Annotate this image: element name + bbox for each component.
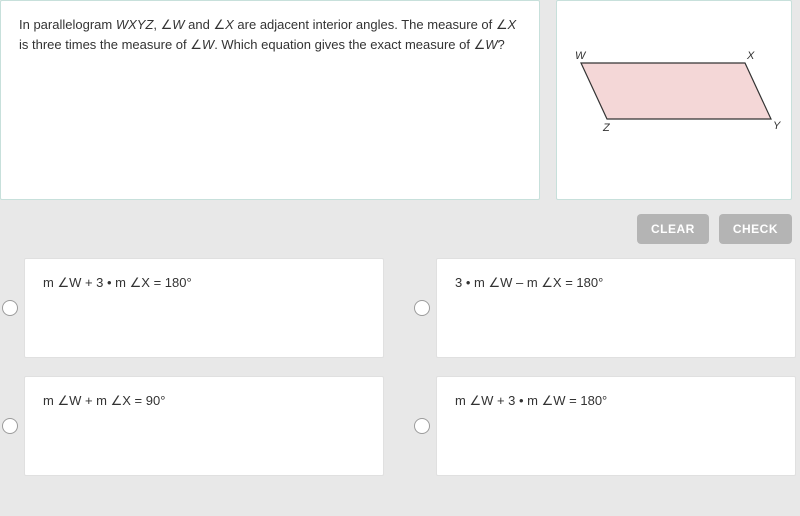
q-text: are adjacent interior angles. The measur… <box>234 17 508 32</box>
buttons-row: CLEAR CHECK <box>0 200 800 258</box>
q-angle-x2: X <box>508 17 517 32</box>
question-panel: In parallelogram WXYZ, ∠W and ∠X are adj… <box>0 0 540 200</box>
answer-row-c: m ∠W + m ∠X = 90° <box>0 376 384 476</box>
q-angle-w2: W <box>202 37 214 52</box>
q-angle-w3: W <box>485 37 497 52</box>
answer-card-c[interactable]: m ∠W + m ∠X = 90° <box>24 376 384 476</box>
q-text: , ∠ <box>153 17 172 32</box>
answer-text-d: m ∠W + 3 • m ∠W = 180° <box>455 393 607 408</box>
figure-panel: W X Y Z <box>556 0 792 200</box>
q-parallelogram: WXYZ <box>116 17 154 32</box>
parallelogram-figure: W X Y Z <box>567 39 783 149</box>
radio-b[interactable] <box>414 300 430 316</box>
q-angle-w: W <box>172 17 184 32</box>
vertex-label-x: X <box>746 50 755 62</box>
radio-d[interactable] <box>414 418 430 434</box>
answer-text-a: m ∠W + 3 • m ∠X = 180° <box>43 275 192 290</box>
answer-card-d[interactable]: m ∠W + 3 • m ∠W = 180° <box>436 376 796 476</box>
q-text: ? <box>498 37 505 52</box>
q-text: In parallelogram <box>19 17 116 32</box>
vertex-label-y: Y <box>773 120 781 132</box>
parallelogram-shape <box>581 63 771 119</box>
q-text: is three times the measure of ∠ <box>19 37 202 52</box>
q-angle-x: X <box>225 17 234 32</box>
top-section: In parallelogram WXYZ, ∠W and ∠X are adj… <box>0 0 800 200</box>
check-button[interactable]: CHECK <box>719 214 792 244</box>
answer-card-b[interactable]: 3 • m ∠W – m ∠X = 180° <box>436 258 796 358</box>
answer-text-c: m ∠W + m ∠X = 90° <box>43 393 165 408</box>
clear-button[interactable]: CLEAR <box>637 214 709 244</box>
radio-c[interactable] <box>2 418 18 434</box>
radio-a[interactable] <box>2 300 18 316</box>
q-text: and ∠ <box>185 17 226 32</box>
answer-text-b: 3 • m ∠W – m ∠X = 180° <box>455 275 603 290</box>
q-text: . Which equation gives the exact measure… <box>214 37 485 52</box>
answer-card-a[interactable]: m ∠W + 3 • m ∠X = 180° <box>24 258 384 358</box>
question-text: In parallelogram WXYZ, ∠W and ∠X are adj… <box>19 15 521 54</box>
answer-row-d: m ∠W + 3 • m ∠W = 180° <box>412 376 796 476</box>
answer-row-a: m ∠W + 3 • m ∠X = 180° <box>0 258 384 358</box>
answers-grid: m ∠W + 3 • m ∠X = 180° 3 • m ∠W – m ∠X =… <box>0 258 800 476</box>
vertex-label-w: W <box>575 50 587 62</box>
vertex-label-z: Z <box>602 122 611 134</box>
answer-row-b: 3 • m ∠W – m ∠X = 180° <box>412 258 796 358</box>
